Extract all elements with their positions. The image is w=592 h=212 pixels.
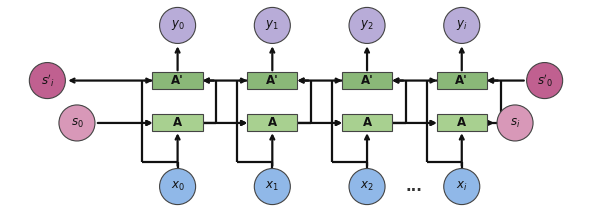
Text: $s_i$: $s_i$: [510, 116, 520, 130]
Text: $y_0$: $y_0$: [170, 18, 185, 32]
Text: $y_2$: $y_2$: [360, 18, 374, 32]
Ellipse shape: [59, 105, 95, 141]
Text: A': A': [455, 74, 468, 87]
Text: $y_i$: $y_i$: [456, 18, 468, 32]
Text: A: A: [173, 116, 182, 130]
Text: $y_1$: $y_1$: [265, 18, 279, 32]
Ellipse shape: [255, 169, 290, 205]
FancyBboxPatch shape: [247, 72, 297, 89]
Text: A: A: [268, 116, 277, 130]
Ellipse shape: [160, 7, 195, 43]
Ellipse shape: [497, 105, 533, 141]
Ellipse shape: [527, 63, 562, 99]
Text: ...: ...: [406, 179, 423, 194]
Text: A': A': [361, 74, 374, 87]
FancyBboxPatch shape: [436, 114, 487, 131]
Ellipse shape: [255, 7, 290, 43]
Text: $s_0$: $s_0$: [70, 116, 83, 130]
FancyBboxPatch shape: [247, 114, 297, 131]
FancyBboxPatch shape: [152, 114, 202, 131]
Text: $x_0$: $x_0$: [170, 180, 185, 193]
Ellipse shape: [30, 63, 65, 99]
Ellipse shape: [349, 7, 385, 43]
Ellipse shape: [160, 169, 195, 205]
Text: $x_1$: $x_1$: [265, 180, 279, 193]
FancyBboxPatch shape: [436, 72, 487, 89]
Text: $x_i$: $x_i$: [456, 180, 468, 193]
Text: A: A: [362, 116, 372, 130]
Text: A': A': [266, 74, 279, 87]
Ellipse shape: [444, 169, 480, 205]
Ellipse shape: [444, 7, 480, 43]
Ellipse shape: [349, 169, 385, 205]
Text: A': A': [171, 74, 184, 87]
Text: $s'_0$: $s'_0$: [536, 72, 553, 89]
FancyBboxPatch shape: [152, 72, 202, 89]
FancyBboxPatch shape: [342, 72, 392, 89]
FancyBboxPatch shape: [342, 114, 392, 131]
Text: A: A: [457, 116, 466, 130]
Text: $s'_i$: $s'_i$: [40, 72, 54, 89]
Text: $x_2$: $x_2$: [360, 180, 374, 193]
